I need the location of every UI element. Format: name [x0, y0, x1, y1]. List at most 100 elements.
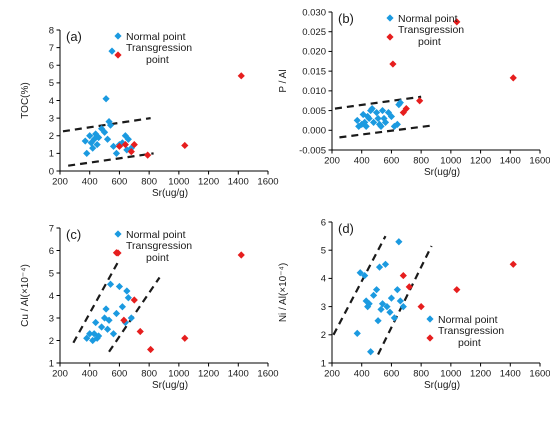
transgression-point	[453, 286, 461, 294]
panel-label: (d)	[338, 221, 354, 236]
normal-point	[361, 271, 369, 280]
trend-line	[332, 235, 387, 336]
transgression-point	[405, 283, 413, 291]
transgression-point	[121, 140, 129, 149]
normal-point	[102, 95, 110, 103]
legend-normal-marker	[114, 32, 122, 40]
x-tick-label: 1200	[470, 369, 491, 380]
panel-label: (b)	[338, 11, 354, 26]
normal-point	[390, 122, 398, 130]
legend-transgression-marker	[114, 51, 122, 59]
y-tick-label: 2	[49, 336, 54, 347]
normal-point	[81, 137, 89, 145]
y-tick-label: 0.030	[302, 7, 326, 18]
legend-transgression-marker	[386, 33, 394, 41]
normal-point	[83, 149, 91, 157]
x-tick-label: 1600	[529, 156, 550, 167]
trend-line	[68, 152, 154, 167]
normal-point	[100, 128, 109, 136]
normal-point	[362, 297, 370, 305]
transgression-point	[453, 18, 461, 26]
y-tick-label: 1	[49, 358, 54, 369]
y-tick-label: 0.010	[302, 86, 326, 97]
normal-point	[112, 309, 121, 318]
panel-label: (c)	[66, 227, 81, 242]
x-tick-label: 200	[52, 369, 68, 380]
y-tick-label: 5	[49, 78, 54, 89]
y-tick-label: 5	[321, 246, 326, 257]
legend-transgression-marker	[426, 334, 434, 342]
y-tick-label: 4	[321, 274, 326, 285]
x-tick-label: 800	[413, 156, 429, 167]
normal-point	[109, 142, 118, 150]
x-tick-label: 1600	[257, 177, 278, 188]
y-tick-label: 7	[49, 223, 54, 234]
normal-point	[106, 121, 115, 129]
legend-transgression-label: Transgression	[126, 240, 192, 252]
y-tick-label: 4	[49, 291, 54, 302]
normal-point	[390, 314, 398, 322]
x-tick-label: 400	[82, 369, 98, 380]
normal-point	[95, 133, 103, 142]
y-tick-label: 2	[321, 330, 326, 341]
normal-point	[105, 316, 113, 324]
transgression-point	[127, 148, 135, 156]
normal-point	[95, 332, 103, 340]
normal-point	[106, 280, 115, 288]
transgression-point	[181, 141, 189, 150]
x-tick-label: 800	[141, 177, 157, 188]
normal-point	[86, 330, 94, 338]
y-tick-label: 0.025	[302, 27, 326, 38]
x-tick-label: 1600	[529, 369, 550, 380]
transgression-point	[389, 60, 397, 68]
x-tick-label: 200	[324, 156, 340, 167]
normal-point	[356, 269, 364, 277]
y-tick-label: 0.020	[302, 47, 326, 58]
transgression-point	[147, 345, 155, 354]
legend-normal-label: Normal point	[126, 229, 186, 241]
x-tick-label: 1200	[198, 369, 219, 380]
x-tick-label: 1000	[168, 369, 189, 380]
transgression-point	[402, 105, 410, 113]
normal-point	[393, 120, 401, 128]
chart-panel: 200 400 600 800 1000 1200 1400 1600 1 2 3 4 5 6 Sr(ug/…	[278, 217, 550, 391]
y-tick-label: 3	[49, 113, 54, 124]
transgression-point	[399, 271, 407, 280]
normal-point	[365, 114, 373, 123]
x-tick-label: 400	[354, 369, 370, 380]
normal-point	[374, 114, 382, 123]
normal-point	[112, 149, 121, 157]
normal-point	[362, 122, 370, 130]
normal-point	[386, 308, 394, 316]
x-tick-label: 200	[52, 177, 68, 188]
transgression-point	[237, 72, 245, 80]
trend-line	[72, 258, 121, 344]
y-tick-label: 6	[49, 61, 54, 72]
y-tick-label: 0.000	[302, 126, 326, 137]
normal-point	[393, 286, 401, 294]
trend-line	[334, 95, 422, 110]
y-axis-title: Cu / Al(×10⁻⁴)	[20, 264, 31, 327]
transgression-point	[181, 334, 189, 342]
chart-panel: 200 400 600 800 1000 1200 1400 1600 0 1 2 3 4 5 6 7 8 Sr(…	[20, 25, 279, 199]
transgression-point	[509, 74, 517, 82]
normal-point	[364, 303, 372, 311]
normal-point	[377, 305, 385, 314]
x-axis-title: Sr(ug/g)	[152, 380, 188, 391]
x-axis-title: Sr(ug/g)	[424, 167, 460, 178]
legend-transgression-marker	[114, 249, 122, 257]
x-tick-label: 1200	[198, 177, 219, 188]
normal-point	[118, 303, 126, 311]
legend-transgression-label-cont: point	[146, 54, 169, 66]
normal-point	[108, 47, 116, 55]
trend-line	[108, 276, 161, 353]
legend-transgression-label-cont: point	[418, 36, 441, 48]
panel-label: (a)	[66, 29, 82, 44]
legend-normal-label: Normal point	[398, 13, 458, 25]
normal-point	[102, 305, 110, 313]
transgression-point	[237, 251, 245, 259]
normal-point	[381, 260, 390, 268]
y-tick-label: 3	[49, 313, 54, 324]
